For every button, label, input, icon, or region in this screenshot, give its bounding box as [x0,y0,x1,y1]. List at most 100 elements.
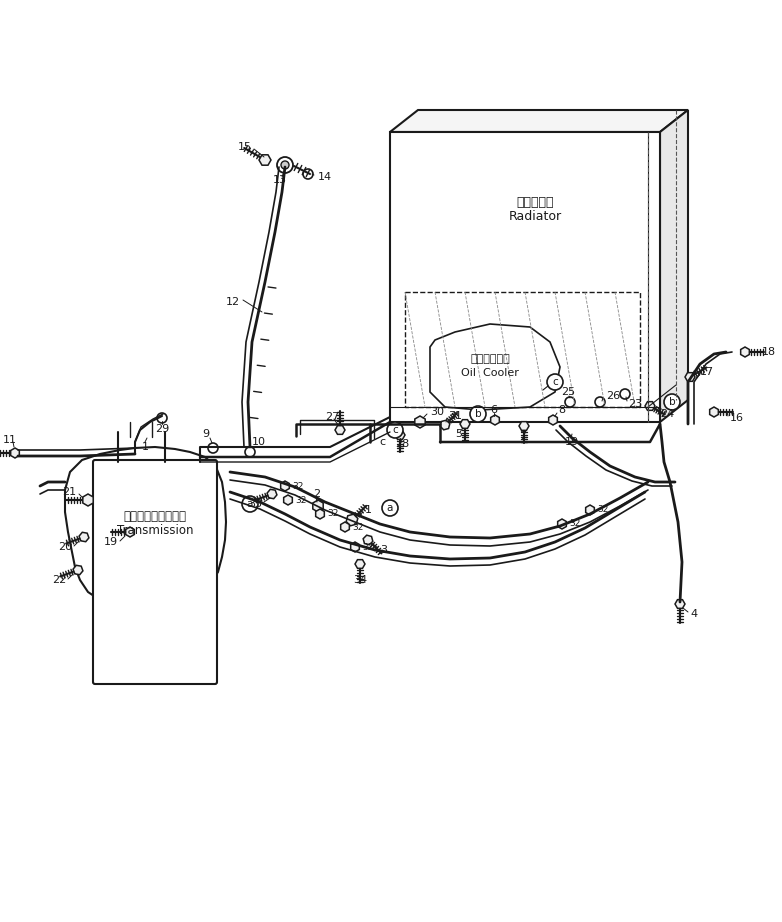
Text: 30: 30 [430,407,444,417]
Text: c: c [552,377,558,387]
Text: 20: 20 [58,542,72,552]
Circle shape [620,389,630,399]
Text: 15: 15 [238,142,252,152]
Text: 12: 12 [226,297,240,307]
Circle shape [387,422,403,438]
Text: 8: 8 [558,405,565,415]
FancyBboxPatch shape [93,460,217,684]
Text: 13: 13 [273,175,287,185]
Text: 26: 26 [606,391,620,401]
Text: 27: 27 [325,412,339,422]
Text: 32: 32 [327,510,339,518]
Polygon shape [460,420,470,429]
Polygon shape [395,431,405,439]
Text: 14: 14 [318,172,332,182]
Polygon shape [11,448,20,458]
Text: 33: 33 [248,499,262,509]
Circle shape [547,374,563,390]
Text: 32: 32 [352,523,364,531]
Polygon shape [65,447,226,607]
Text: 32: 32 [569,519,580,528]
Text: 2: 2 [314,489,321,499]
Text: Oil  Cooler: Oil Cooler [461,368,519,378]
Polygon shape [83,494,93,506]
Text: オイルクーラ: オイルクーラ [470,354,510,364]
Polygon shape [741,347,749,357]
Circle shape [281,161,289,169]
Text: 4: 4 [690,609,697,619]
Text: a: a [387,503,393,513]
Text: 5: 5 [455,429,462,439]
Text: 18: 18 [762,347,776,357]
Text: a: a [247,499,253,509]
Polygon shape [79,532,89,542]
Polygon shape [73,565,83,574]
Polygon shape [675,599,685,609]
Polygon shape [710,407,719,417]
Text: 16: 16 [730,413,744,423]
Text: 22: 22 [52,575,66,585]
Polygon shape [430,324,560,410]
Text: 32: 32 [292,481,303,491]
Text: Transmission: Transmission [117,525,193,538]
Text: トランスミッション: トランスミッション [124,511,186,524]
Polygon shape [313,500,323,512]
Polygon shape [350,542,360,552]
Circle shape [565,397,575,407]
Polygon shape [341,522,350,532]
Polygon shape [267,490,277,499]
Circle shape [303,169,313,179]
Polygon shape [519,421,529,431]
Circle shape [382,500,398,516]
Text: c: c [392,425,398,435]
Polygon shape [586,505,594,515]
Polygon shape [390,132,660,422]
Polygon shape [259,155,271,165]
Polygon shape [126,527,135,537]
Polygon shape [363,535,373,545]
Circle shape [242,496,258,512]
Polygon shape [414,416,425,428]
Polygon shape [549,415,558,425]
Text: 6: 6 [490,405,497,415]
Text: 25: 25 [561,387,575,397]
Polygon shape [346,514,358,526]
Text: 29: 29 [155,424,169,434]
Circle shape [208,443,218,453]
Text: 10: 10 [252,437,266,447]
Polygon shape [335,426,345,434]
Polygon shape [440,420,450,430]
Polygon shape [316,509,325,519]
Text: c: c [379,437,385,447]
Text: 31: 31 [448,411,462,421]
Text: 1: 1 [365,505,372,515]
Text: 19: 19 [565,437,579,447]
Text: 24: 24 [660,409,674,419]
Circle shape [277,157,293,173]
Text: 23: 23 [628,399,642,409]
Text: 21: 21 [62,487,76,497]
Polygon shape [685,372,695,382]
Polygon shape [281,481,289,491]
Text: ラジエータ: ラジエータ [516,195,554,208]
Text: 32: 32 [362,542,373,551]
Text: 34: 34 [353,575,367,585]
Polygon shape [355,560,365,568]
Text: b: b [475,409,481,419]
Text: 11: 11 [3,435,17,445]
Circle shape [245,447,255,457]
Polygon shape [284,495,292,505]
Text: 3: 3 [380,545,387,555]
Text: 32: 32 [295,495,307,504]
Text: 1: 1 [142,442,149,452]
Text: 9: 9 [203,429,210,439]
Polygon shape [660,110,688,422]
Text: 17: 17 [700,367,714,377]
Polygon shape [390,110,688,132]
Circle shape [664,394,680,410]
Circle shape [470,406,486,422]
Text: 32: 32 [597,505,608,514]
Text: b: b [669,397,676,407]
Text: 28: 28 [395,439,409,449]
Circle shape [157,413,167,423]
